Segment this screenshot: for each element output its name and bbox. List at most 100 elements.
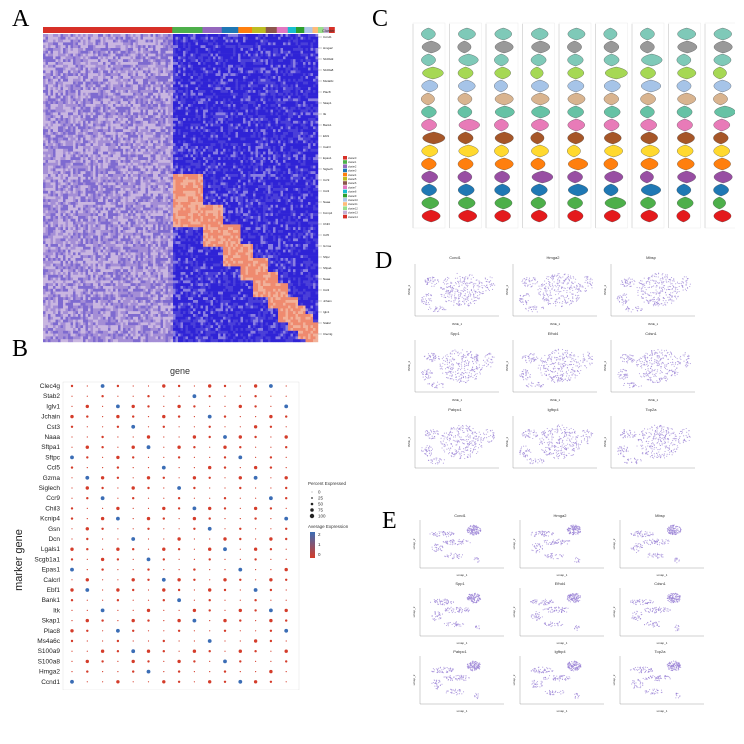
- dot: [86, 599, 88, 601]
- dot: [255, 660, 257, 662]
- dot: [131, 618, 135, 623]
- dot: [238, 455, 243, 460]
- dot: [146, 649, 151, 653]
- umap-xlabel: umap_1: [457, 641, 468, 645]
- dot: [101, 446, 104, 449]
- legend-size-label: 25: [318, 496, 324, 501]
- dotplot-figure: gene marker gene Ccnd1 Hmga2 S100a8 S100a9 M…: [13, 366, 349, 690]
- dot: [209, 569, 211, 571]
- violin-shape: [713, 53, 732, 67]
- dot: [71, 538, 73, 540]
- dot: [85, 445, 90, 449]
- dot: [147, 497, 150, 499]
- dot: [238, 476, 242, 480]
- dot: [254, 435, 257, 439]
- heatmap-gene-label: Naaa: [323, 200, 331, 204]
- dot: [193, 640, 195, 642]
- dot: [147, 527, 150, 530]
- tsne-xlabel: tSNE_1: [452, 322, 463, 326]
- dot: [178, 609, 180, 611]
- violin-shape: [458, 183, 475, 197]
- dot: [270, 569, 272, 571]
- dot: [132, 528, 134, 530]
- dot: [177, 578, 181, 582]
- dot: [270, 446, 272, 448]
- dot: [86, 558, 88, 560]
- dot: [71, 487, 73, 489]
- dot: [100, 476, 105, 480]
- violin-shape: [713, 170, 733, 184]
- dot: [132, 507, 134, 509]
- violin-shape: [567, 196, 583, 210]
- dot: [85, 404, 90, 409]
- tsne-ylabel: tSNE_2: [603, 285, 607, 296]
- dot: [131, 578, 135, 582]
- dot: [269, 466, 273, 469]
- dot: [223, 435, 227, 439]
- dot: [192, 506, 197, 511]
- dot: [193, 630, 195, 632]
- violin-shape: [640, 131, 658, 145]
- violin-shape: [421, 209, 441, 223]
- panel-label-d: D: [375, 248, 393, 274]
- dot: [253, 547, 258, 551]
- violin-shape: [531, 92, 550, 106]
- dot: [238, 404, 242, 409]
- tsne-ylabel: tSNE_2: [603, 361, 607, 372]
- umap-gene-title: Top2a: [655, 649, 667, 654]
- dot: [238, 435, 242, 439]
- violin-shape: [605, 66, 628, 80]
- dot: [208, 588, 212, 592]
- dot: [117, 569, 119, 571]
- dot: [177, 680, 181, 683]
- violin-shape: [530, 157, 546, 171]
- dotplot-gene-label: Ccl5: [47, 465, 60, 472]
- dot: [102, 456, 104, 458]
- dot: [116, 404, 120, 409]
- violin-shape: [640, 66, 656, 80]
- violin-shape: [494, 144, 509, 158]
- dot: [285, 385, 287, 387]
- dot: [254, 650, 257, 653]
- violin-shape: [677, 196, 694, 210]
- violin-shape: [713, 92, 728, 106]
- dot: [86, 385, 88, 387]
- violin-shape: [676, 105, 693, 119]
- dot: [147, 426, 150, 428]
- violin-shape: [713, 79, 732, 93]
- violin-shape: [677, 170, 696, 184]
- dot: [208, 476, 211, 479]
- violin-shape: [567, 170, 583, 184]
- dot: [239, 619, 242, 622]
- heatmap-gene-label: Stab2: [323, 321, 331, 325]
- violin-shape: [677, 92, 696, 106]
- dot: [239, 630, 241, 632]
- violin-shape: [603, 53, 620, 67]
- dotplot-gene-label: Kcnip4: [40, 516, 60, 523]
- legend-color-label: 1: [318, 542, 321, 547]
- dot: [177, 404, 181, 409]
- dot: [117, 609, 119, 611]
- dot: [208, 650, 211, 653]
- dot: [86, 537, 89, 541]
- dot: [285, 395, 287, 397]
- dotplot-gene-label: Naaa: [44, 434, 60, 441]
- dotplot-gene-label: Clec4g: [40, 383, 61, 390]
- violin-shape: [494, 40, 514, 54]
- heatmap-legend-title: Cluster: [322, 28, 335, 33]
- dot: [162, 599, 165, 602]
- heatmap-gene-label: Siglech: [323, 167, 333, 171]
- dot: [208, 506, 212, 511]
- dot: [193, 578, 196, 581]
- dot: [71, 497, 73, 499]
- violin-shape: [604, 105, 621, 119]
- dot: [269, 588, 273, 592]
- dot: [223, 507, 227, 510]
- dot: [239, 467, 241, 469]
- dot: [193, 538, 195, 540]
- dot: [86, 436, 88, 438]
- dot: [132, 456, 135, 459]
- dot: [70, 425, 74, 428]
- dot: [100, 649, 105, 653]
